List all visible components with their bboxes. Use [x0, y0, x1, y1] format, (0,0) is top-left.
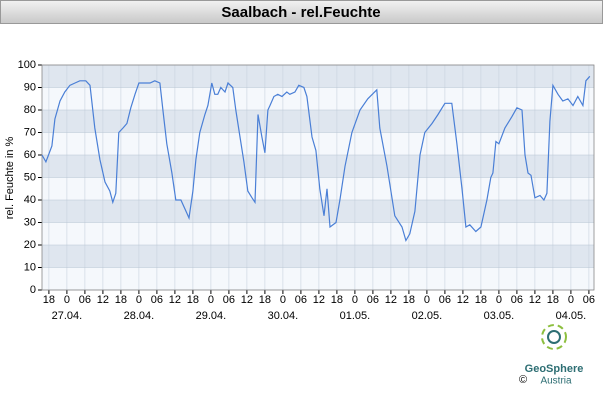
logo-sub: Austria — [540, 376, 572, 387]
x-date-label: 29.04. — [196, 310, 227, 322]
x-date-label: 04.05. — [556, 310, 587, 322]
x-tick-label: 0 — [64, 294, 70, 306]
y-tick-label: 70 — [24, 126, 36, 138]
x-tick-label: 0 — [352, 294, 358, 306]
grid-band — [42, 200, 594, 223]
logo-icon — [541, 324, 567, 350]
x-tick-label: 18 — [331, 294, 343, 306]
data-line — [41, 75, 591, 243]
x-tick-label: 12 — [97, 294, 109, 306]
x-tick-label: 18 — [187, 294, 199, 306]
x-tick-label: 0 — [568, 294, 574, 306]
x-date-label: 27.04. — [52, 310, 83, 322]
logo: GeoSphere Austria © — [519, 324, 584, 387]
y-tick-label: 80 — [24, 104, 36, 116]
y-tick-label: 20 — [24, 239, 36, 251]
x-tick-label: 06 — [583, 294, 595, 306]
x-date-label: 03.05. — [484, 310, 515, 322]
x-tick-label: 0 — [280, 294, 286, 306]
x-tick-label: 12 — [385, 294, 397, 306]
x-date-label: 02.05. — [412, 310, 443, 322]
x-tick-label: 06 — [79, 294, 91, 306]
y-tick-label: 10 — [24, 261, 36, 273]
x-tick-label: 18 — [403, 294, 415, 306]
x-tick-label: 12 — [241, 294, 253, 306]
x-tick-label: 0 — [136, 294, 142, 306]
y-tick-label: 60 — [24, 149, 36, 161]
x-tick-label: 12 — [313, 294, 325, 306]
y-tick-label: 0 — [30, 284, 36, 296]
x-tick-label: 18 — [475, 294, 487, 306]
x-tick-label: 0 — [424, 294, 430, 306]
grid-band — [42, 65, 594, 88]
logo-icon — [547, 330, 561, 344]
y-tick-label: 100 — [18, 59, 36, 71]
logo-name: GeoSphere — [525, 363, 584, 375]
x-tick-label: 18 — [43, 294, 55, 306]
y-tick-label: 30 — [24, 216, 36, 228]
copyright: © — [519, 374, 527, 386]
y-axis-label: rel. Feuchte in % — [4, 137, 16, 220]
chart-title: Saalbach - rel.Feuchte — [221, 4, 380, 21]
x-tick-label: 18 — [547, 294, 559, 306]
x-tick-label: 18 — [259, 294, 271, 306]
x-tick-label: 06 — [295, 294, 307, 306]
x-tick-label: 06 — [223, 294, 235, 306]
x-tick-label: 12 — [169, 294, 181, 306]
x-tick-label: 06 — [367, 294, 379, 306]
plot-frame — [41, 64, 595, 291]
x-date-label: 30.04. — [268, 310, 299, 322]
x-tick-label: 12 — [529, 294, 541, 306]
x-date-label: 01.05. — [340, 310, 371, 322]
x-tick-label: 06 — [439, 294, 451, 306]
x-tick-label: 06 — [151, 294, 163, 306]
y-tick-label: 90 — [24, 81, 36, 93]
grid-band — [42, 245, 594, 268]
x-tick-label: 0 — [496, 294, 502, 306]
x-tick-label: 12 — [457, 294, 469, 306]
y-tick-label: 50 — [24, 171, 36, 183]
grid-band — [42, 110, 594, 133]
x-tick-label: 18 — [115, 294, 127, 306]
x-tick-label: 0 — [208, 294, 214, 306]
x-date-label: 28.04. — [124, 310, 155, 322]
x-tick-label: 06 — [511, 294, 523, 306]
y-tick-label: 40 — [24, 194, 36, 206]
